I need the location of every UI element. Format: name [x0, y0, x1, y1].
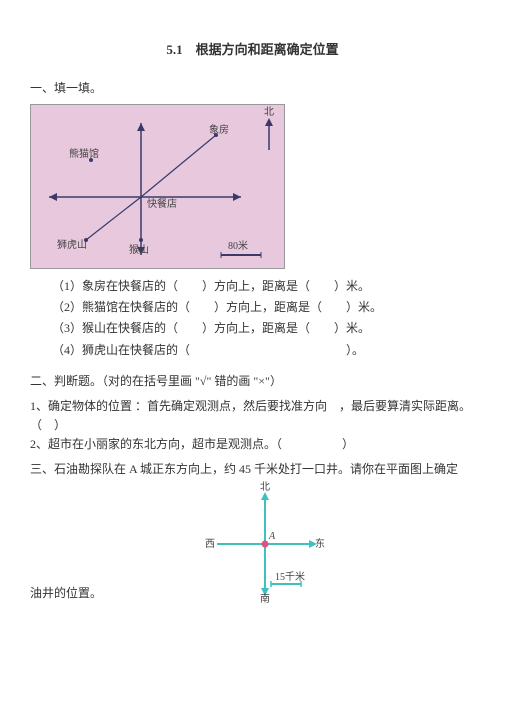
s2-q2: 2、超市在小丽家的东北方向，超市是观测点。（ ） [30, 435, 475, 454]
section3-heading: 三、石油勘探队在 A 城正东方向上，约 45 千米处打一口井。请你在平面图上确定 [30, 460, 475, 479]
page-title: 5.1 根据方向和距离确定位置 [30, 40, 475, 61]
section1-heading: 一、填一填。 [30, 79, 475, 98]
s2-q1: 1、确定物体的位置 ：首先确定观测点，然后要找准方向 ，最后要算清实际距离。（ … [30, 397, 475, 435]
label-s2: 南 [260, 592, 270, 608]
figure-1: 北 象房 熊猫馆 快餐店 狮虎山 猴山 80米 [30, 104, 285, 269]
s1-q4: （4）狮虎山在快餐店的（ ）。 [52, 341, 475, 360]
label-lion: 狮虎山 [57, 238, 87, 254]
label-north: 北 [264, 105, 274, 121]
label-scale2: 15千米 [275, 570, 305, 586]
label-elephant: 象房 [209, 123, 229, 139]
s1-q3: （3）猴山在快餐店的（ ）方向上，距离是（ ）米。 [52, 319, 475, 338]
s1-q2: （2）熊猫馆在快餐店的（ ）方向上，距离是（ ）米。 [52, 298, 475, 317]
label-a: A [269, 529, 275, 545]
label-monkey: 猴山 [129, 243, 149, 259]
label-w2: 西 [205, 537, 215, 553]
figure-2: 北 南 西 东 A 15千米 [205, 484, 325, 604]
label-e2: 东 [315, 537, 325, 553]
section2-heading: 二、判断题。（对的在括号里画 "√" 错的画 "×"） [30, 372, 475, 391]
label-panda: 熊猫馆 [69, 147, 99, 163]
label-n2: 北 [260, 480, 270, 496]
section3-trailing: 油井的位置。 [30, 584, 102, 603]
label-scale1: 80米 [228, 239, 248, 255]
label-restaurant: 快餐店 [147, 197, 177, 213]
s1-q1: （1）象房在快餐店的（ ）方向上，距离是（ ）米。 [52, 277, 475, 296]
